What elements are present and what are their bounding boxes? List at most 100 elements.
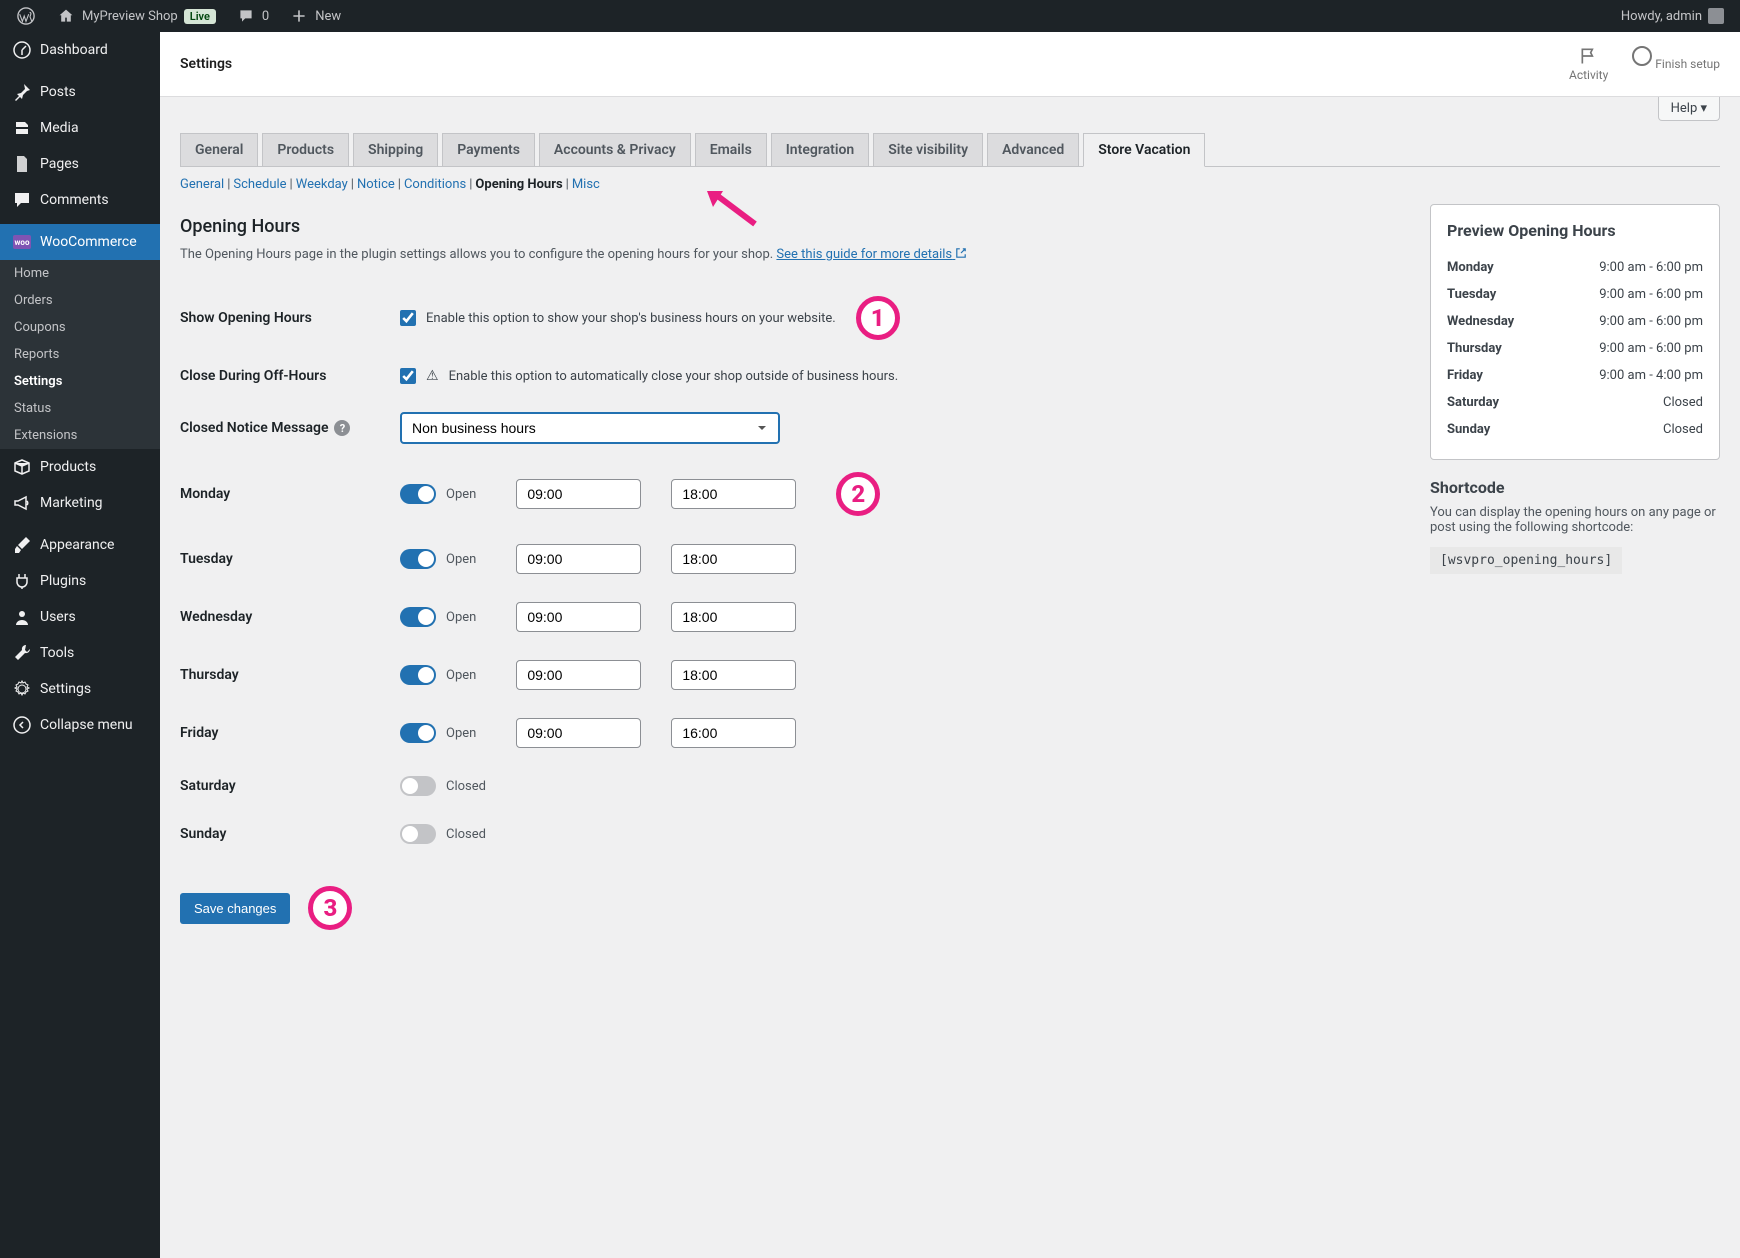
sidebar-item-marketing[interactable]: Marketing xyxy=(0,485,160,521)
sidebar-item-dashboard[interactable]: Dashboard xyxy=(0,32,160,68)
day-toggle[interactable] xyxy=(400,723,436,743)
help-icon[interactable]: ? xyxy=(334,420,350,436)
day-toggle[interactable] xyxy=(400,607,436,627)
sidebar-item-media[interactable]: Media xyxy=(0,110,160,146)
subtab-misc[interactable]: Misc xyxy=(572,177,600,192)
home-icon xyxy=(56,6,76,26)
day-label: Wednesday xyxy=(180,609,400,625)
show-hours-checkbox[interactable] xyxy=(400,310,416,326)
day-toggle[interactable] xyxy=(400,665,436,685)
preview-hours: 9:00 am - 6:00 pm xyxy=(1599,260,1703,275)
submenu-item-orders[interactable]: Orders xyxy=(0,287,160,314)
preview-day: Friday xyxy=(1447,368,1483,383)
save-changes-button[interactable]: Save changes xyxy=(180,893,290,924)
preview-row: SaturdayClosed xyxy=(1447,389,1703,416)
avatar-icon xyxy=(1708,8,1724,24)
day-toggle[interactable] xyxy=(400,484,436,504)
day-toggle[interactable] xyxy=(400,776,436,796)
tab-general[interactable]: General xyxy=(180,133,258,166)
main-content: Settings Activity Finish setup Help ▾ Ge… xyxy=(160,32,1740,1258)
submenu-item-extensions[interactable]: Extensions xyxy=(0,422,160,449)
comments-count: 0 xyxy=(262,9,269,24)
preview-row: SundayClosed xyxy=(1447,416,1703,443)
warning-icon: ⚠ xyxy=(426,368,439,384)
day-end-input[interactable] xyxy=(671,718,796,748)
box-icon xyxy=(12,457,32,477)
woo-icon: woo xyxy=(12,232,32,252)
sidebar-item-tools[interactable]: Tools xyxy=(0,635,160,671)
submenu-item-home[interactable]: Home xyxy=(0,260,160,287)
day-status: Open xyxy=(446,610,476,625)
activity-button[interactable]: Activity xyxy=(1569,46,1608,82)
sidebar-item-pages[interactable]: Pages xyxy=(0,146,160,182)
sidebar-item-label: Settings xyxy=(40,681,91,697)
closed-notice-select[interactable]: Non business hours xyxy=(400,412,780,444)
preview-day: Saturday xyxy=(1447,395,1499,410)
sidebar-item-collapse-menu[interactable]: Collapse menu xyxy=(0,707,160,743)
submenu-item-status[interactable]: Status xyxy=(0,395,160,422)
day-toggle[interactable] xyxy=(400,549,436,569)
subtab-opening-hours[interactable]: Opening Hours xyxy=(475,177,562,192)
tab-store-vacation[interactable]: Store Vacation xyxy=(1083,133,1205,167)
tab-site-visibility[interactable]: Site visibility xyxy=(873,133,983,166)
submenu-item-coupons[interactable]: Coupons xyxy=(0,314,160,341)
submenu-item-reports[interactable]: Reports xyxy=(0,341,160,368)
tab-accounts-privacy[interactable]: Accounts & Privacy xyxy=(539,133,691,166)
comments-link[interactable]: 0 xyxy=(228,0,277,32)
sidebar-item-label: Collapse menu xyxy=(40,717,133,733)
wp-logo[interactable] xyxy=(8,0,44,32)
subtab-general[interactable]: General xyxy=(180,177,224,192)
day-row-saturday: SaturdayClosed xyxy=(180,762,1410,810)
tab-integration[interactable]: Integration xyxy=(771,133,869,166)
guide-link[interactable]: See this guide for more details xyxy=(776,247,967,262)
sidebar-item-posts[interactable]: Posts xyxy=(0,74,160,110)
tab-shipping[interactable]: Shipping xyxy=(353,133,438,166)
day-start-input[interactable] xyxy=(516,544,641,574)
pin-icon xyxy=(12,82,32,102)
sidebar-item-appearance[interactable]: Appearance xyxy=(0,527,160,563)
close-off-label: Close During Off-Hours xyxy=(180,368,400,384)
day-start-input[interactable] xyxy=(516,602,641,632)
shortcode-code[interactable]: [wsvpro_opening_hours] xyxy=(1430,547,1622,574)
sidebar-item-products[interactable]: Products xyxy=(0,449,160,485)
day-end-input[interactable] xyxy=(671,544,796,574)
day-end-input[interactable] xyxy=(671,602,796,632)
tab-advanced[interactable]: Advanced xyxy=(987,133,1079,166)
sidebar-item-woocommerce[interactable]: wooWooCommerce xyxy=(0,224,160,260)
subtab-conditions[interactable]: Conditions xyxy=(404,177,466,192)
submenu-item-settings[interactable]: Settings xyxy=(0,368,160,395)
sidebar-item-label: Media xyxy=(40,120,79,136)
sidebar-item-comments[interactable]: Comments xyxy=(0,182,160,218)
day-start-input[interactable] xyxy=(516,718,641,748)
tab-emails[interactable]: Emails xyxy=(695,133,767,166)
sidebar-item-plugins[interactable]: Plugins xyxy=(0,563,160,599)
show-hours-label: Show Opening Hours xyxy=(180,310,400,326)
subtab-schedule[interactable]: Schedule xyxy=(233,177,286,192)
sidebar-item-users[interactable]: Users xyxy=(0,599,160,635)
site-link[interactable]: MyPreview Shop Live xyxy=(48,0,224,32)
day-row-sunday: SundayClosed xyxy=(180,810,1410,858)
finish-setup-button[interactable]: Finish setup xyxy=(1632,46,1720,82)
day-end-input[interactable] xyxy=(671,660,796,690)
new-link[interactable]: New xyxy=(281,0,349,32)
day-row-thursday: ThursdayOpen xyxy=(180,646,1410,704)
tab-products[interactable]: Products xyxy=(262,133,349,166)
subtab-weekday[interactable]: Weekday xyxy=(296,177,348,192)
help-tab[interactable]: Help ▾ xyxy=(1658,97,1720,121)
day-status: Open xyxy=(446,726,476,741)
sidebar-item-settings[interactable]: Settings xyxy=(0,671,160,707)
wrench-icon xyxy=(12,643,32,663)
day-row-friday: FridayOpen xyxy=(180,704,1410,762)
day-status: Closed xyxy=(446,779,486,794)
subtab-notice[interactable]: Notice xyxy=(357,177,395,192)
howdy-link[interactable]: Howdy, admin xyxy=(1613,0,1732,32)
day-start-input[interactable] xyxy=(516,660,641,690)
day-start-input[interactable] xyxy=(516,479,641,509)
day-end-input[interactable] xyxy=(671,479,796,509)
close-off-checkbox[interactable] xyxy=(400,368,416,384)
preview-day: Sunday xyxy=(1447,422,1490,437)
sidebar-item-label: Users xyxy=(40,609,76,625)
tab-payments[interactable]: Payments xyxy=(442,133,535,166)
day-label: Thursday xyxy=(180,667,400,683)
day-toggle[interactable] xyxy=(400,824,436,844)
